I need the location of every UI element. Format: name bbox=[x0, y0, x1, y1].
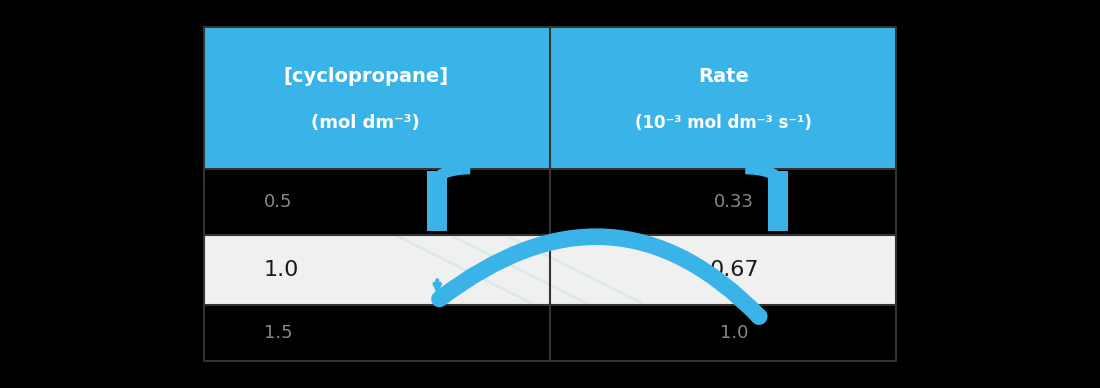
Text: 1.0: 1.0 bbox=[720, 324, 748, 342]
Text: [cyclopropane]: [cyclopropane] bbox=[283, 67, 449, 86]
Bar bbox=[550, 27, 896, 169]
Bar bbox=[204, 169, 896, 235]
Bar bbox=[204, 305, 896, 361]
Text: 0.67: 0.67 bbox=[710, 260, 759, 280]
Text: (10⁻³ mol dm⁻³ s⁻¹): (10⁻³ mol dm⁻³ s⁻¹) bbox=[635, 114, 812, 132]
Text: (mol dm⁻³): (mol dm⁻³) bbox=[311, 114, 420, 132]
FancyArrowPatch shape bbox=[440, 237, 759, 317]
Text: 1.5: 1.5 bbox=[264, 324, 293, 342]
Bar bbox=[204, 235, 896, 305]
Bar bbox=[427, 171, 447, 231]
Bar bbox=[768, 171, 789, 231]
Text: 0.33: 0.33 bbox=[714, 193, 755, 211]
Text: Rate: Rate bbox=[697, 67, 749, 86]
Text: 0.5: 0.5 bbox=[264, 193, 293, 211]
Bar bbox=[204, 27, 550, 169]
Text: 1.0: 1.0 bbox=[264, 260, 299, 280]
